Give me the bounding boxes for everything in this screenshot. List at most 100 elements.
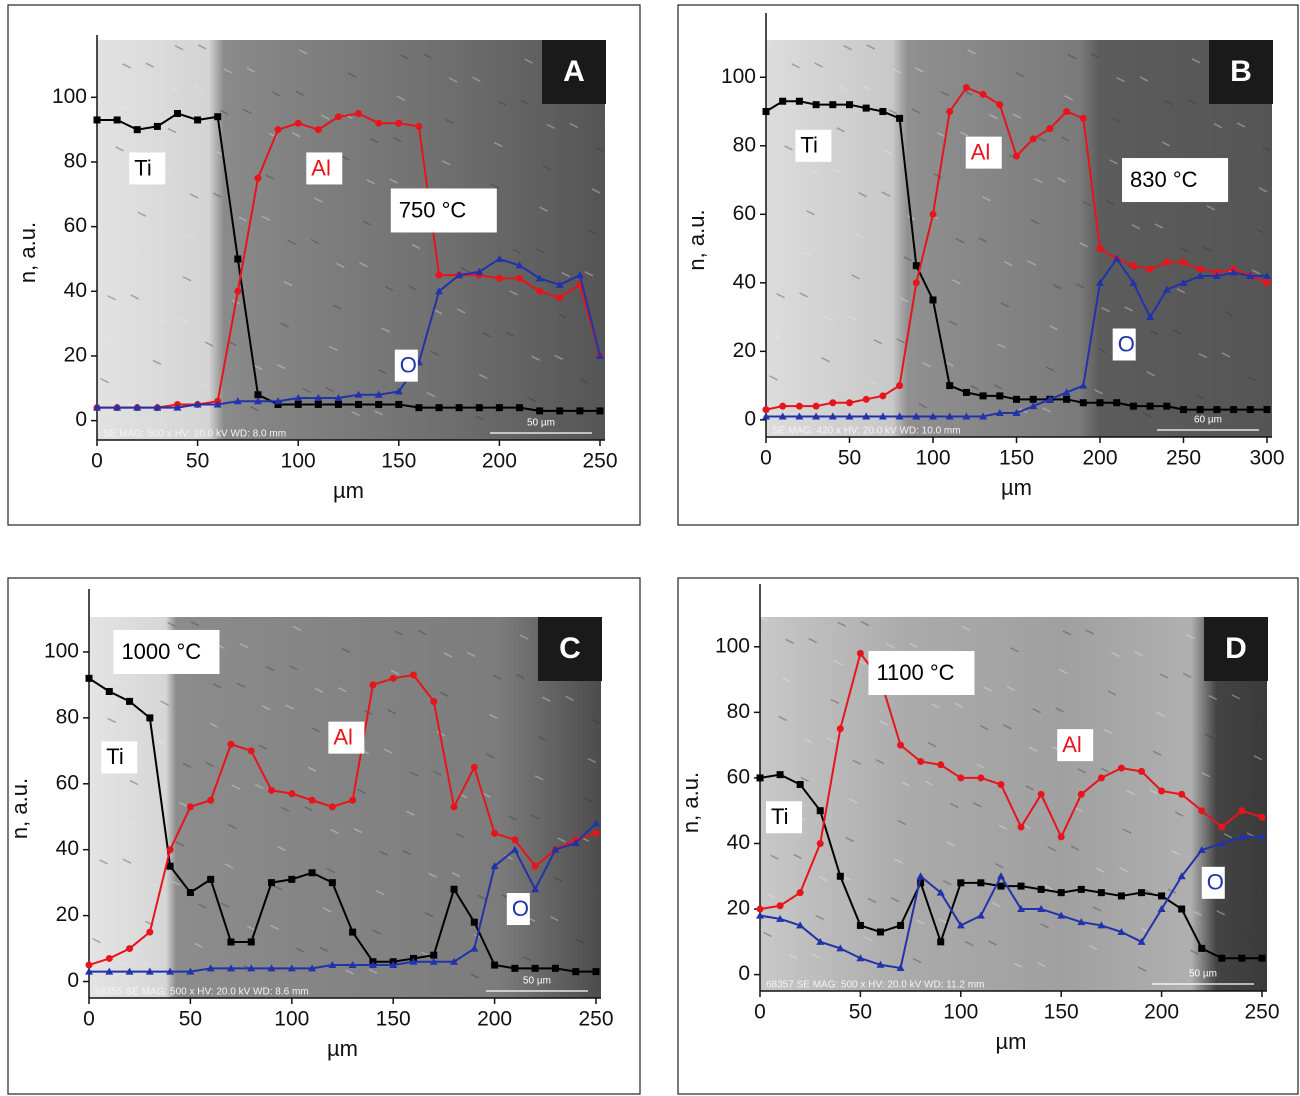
- panel-frame: [677, 4, 1299, 526]
- data-point: [450, 885, 458, 893]
- annotation-box: [1122, 158, 1229, 203]
- sem-texture: [884, 150, 894, 156]
- panel-frame: [7, 577, 641, 1095]
- panel-label-box: [1204, 617, 1268, 681]
- data-point: [816, 807, 824, 815]
- sem-texture: [129, 779, 139, 786]
- data-point: [234, 287, 242, 295]
- sem-texture: [794, 398, 804, 405]
- sem-texture: [186, 234, 195, 240]
- sem-texture: [1206, 205, 1216, 211]
- sem-texture: [1052, 284, 1062, 290]
- sem-texture: [485, 753, 495, 759]
- sem-texture: [784, 145, 793, 151]
- sem-texture: [1111, 651, 1120, 658]
- sem-texture: [167, 127, 177, 134]
- data-point: [596, 351, 604, 359]
- sem-texture: [1161, 141, 1171, 147]
- data-point: [516, 404, 524, 412]
- data-point: [1096, 278, 1104, 286]
- sem-texture: [441, 160, 451, 166]
- x-tick-label: 250: [1244, 1001, 1279, 1024]
- x-tick-label: 0: [760, 447, 772, 470]
- data-point: [576, 407, 584, 415]
- sem-texture: [1107, 690, 1117, 696]
- sem-texture: [886, 643, 895, 649]
- data-point: [207, 796, 215, 804]
- data-point: [389, 674, 397, 682]
- sem-texture: [236, 682, 245, 688]
- panel-label: B: [1230, 55, 1252, 88]
- sem-texture: [423, 53, 432, 59]
- sem-texture: [1042, 407, 1051, 413]
- x-tick-label: 100: [943, 1001, 978, 1024]
- data-point: [856, 649, 864, 657]
- x-tick-label: 150: [376, 1008, 411, 1031]
- sem-texture: [1146, 371, 1156, 377]
- data-point: [592, 968, 600, 976]
- data-point: [173, 403, 182, 411]
- x-tick-label: 0: [83, 1008, 95, 1031]
- sem-texture: [759, 616, 769, 622]
- sem-texture: [864, 936, 873, 942]
- sem-texture: [88, 616, 98, 622]
- data-point: [812, 101, 820, 109]
- data-point: [294, 119, 302, 127]
- data-point: [1037, 885, 1045, 893]
- sem-texture: [1030, 219, 1040, 225]
- sem-texture: [381, 327, 391, 333]
- sem-texture: [852, 759, 862, 766]
- y-tick-label: 0: [744, 407, 756, 430]
- sem-texture: [1149, 789, 1158, 795]
- sem-texture: [246, 925, 256, 931]
- data-point: [762, 406, 770, 414]
- data-point: [328, 879, 336, 887]
- sem-texture: [409, 771, 419, 777]
- x-tick-label: 200: [1144, 1001, 1179, 1024]
- sem-texture: [445, 118, 454, 125]
- sem-texture: [448, 77, 458, 83]
- sem-texture: [1221, 352, 1231, 358]
- sem-texture: [1032, 708, 1041, 714]
- sem-texture: [1152, 750, 1162, 756]
- series-label: Al: [971, 139, 991, 164]
- sem-texture: [851, 274, 861, 280]
- sem-texture: [912, 957, 922, 964]
- data-point: [491, 829, 499, 837]
- sem-texture: [976, 763, 986, 769]
- sem-texture: [1144, 889, 1154, 895]
- data-point: [374, 390, 383, 398]
- data-point: [470, 918, 478, 926]
- series-label: Ti: [771, 804, 789, 829]
- sem-texture: [178, 801, 188, 808]
- x-tick-label: 50: [849, 1001, 872, 1024]
- data-point: [535, 274, 544, 282]
- data-point: [779, 97, 787, 105]
- data-point: [531, 885, 540, 893]
- series-label: O: [1118, 331, 1135, 356]
- sem-texture: [963, 90, 973, 96]
- data-point: [1013, 152, 1020, 160]
- sem-texture: [765, 39, 775, 45]
- sem-texture: [1100, 767, 1110, 773]
- sem-texture: [1189, 949, 1199, 955]
- x-axis-label: µm: [995, 1029, 1026, 1054]
- sem-texture: [1040, 923, 1049, 929]
- sem-texture: [1015, 72, 1025, 78]
- annotation-box: [390, 188, 497, 233]
- panel: SE MAG: 500 x HV: 20.0 kV WD: 8.0 mm 50 µ…: [15, 35, 618, 503]
- sem-texture: [197, 44, 207, 50]
- sem-texture: [854, 233, 864, 239]
- sem-texture: [937, 132, 946, 138]
- sem-texture: [1204, 733, 1214, 739]
- data-point: [105, 954, 113, 962]
- sem-texture: [341, 647, 351, 654]
- sem-texture: [1179, 247, 1189, 253]
- data-point: [495, 274, 503, 282]
- data-point: [268, 879, 276, 887]
- sem-texture: [1193, 910, 1203, 917]
- sem-texture: [1223, 832, 1233, 839]
- sem-texture: [160, 700, 169, 706]
- sem-texture: [811, 953, 821, 959]
- sem-texture: [189, 193, 199, 199]
